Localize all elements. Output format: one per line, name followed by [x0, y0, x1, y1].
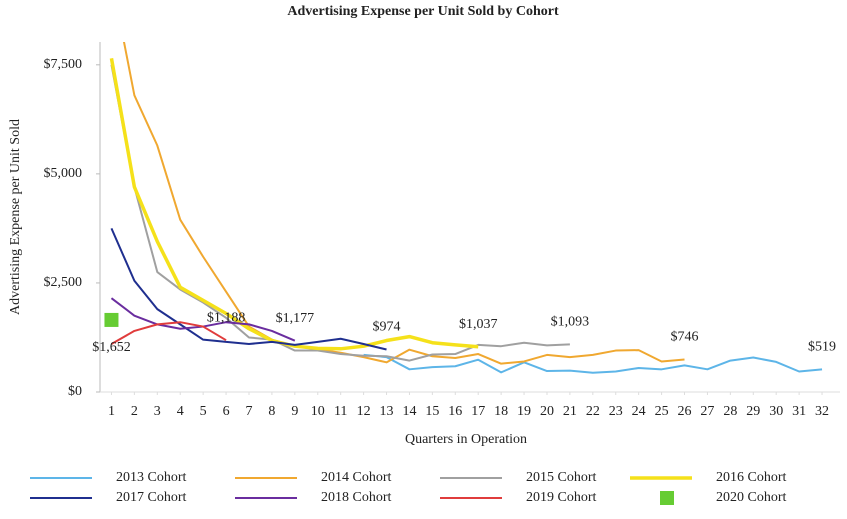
end-label: $1,093 [551, 315, 590, 330]
legend-label: 2014 Cohort [321, 470, 392, 485]
end-label: $1,177 [276, 311, 315, 326]
x-tick-label: 19 [517, 404, 531, 419]
x-tick-label: 11 [334, 404, 347, 419]
x-tick-label: 23 [609, 404, 623, 419]
x-tick-label: 22 [586, 404, 600, 419]
x-tick-label: 10 [311, 404, 325, 419]
x-tick-label: 24 [632, 404, 646, 419]
x-tick-label: 2 [131, 404, 138, 419]
x-tick-label: 3 [154, 404, 161, 419]
y-tick-label: $2,500 [44, 275, 83, 290]
x-tick-label: 26 [678, 404, 692, 419]
x-tick-label: 28 [723, 404, 737, 419]
series-line [110, 64, 570, 362]
marker [104, 312, 119, 327]
x-tick-label: 29 [746, 404, 760, 419]
x-tick-label: 21 [563, 404, 577, 419]
series-line [110, 228, 387, 351]
x-tick-label: 17 [471, 404, 485, 419]
x-tick-label: 5 [200, 404, 207, 419]
x-tick-label: 27 [700, 404, 714, 419]
legend-label: 2013 Cohort [116, 470, 187, 485]
x-tick-label: 31 [792, 404, 806, 419]
legend-label: 2018 Cohort [321, 490, 392, 505]
series-line [122, 42, 685, 365]
series-line [110, 297, 296, 342]
x-tick-label: 15 [425, 404, 439, 419]
series-line [110, 321, 227, 345]
end-label: $746 [671, 330, 699, 345]
y-tick-label: $7,500 [44, 57, 83, 72]
x-tick-label: 12 [357, 404, 371, 419]
x-tick-label: 30 [769, 404, 783, 419]
legend-label: 2015 Cohort [526, 470, 597, 485]
chart-title: Advertising Expense per Unit Sold by Coh… [287, 4, 559, 19]
series-line [109, 57, 479, 351]
y-tick-label: $5,000 [44, 166, 83, 181]
legend-label: 2019 Cohort [526, 490, 597, 505]
x-tick-label: 9 [291, 404, 298, 419]
end-label: $519 [808, 340, 836, 355]
x-tick-label: 6 [223, 404, 230, 419]
plot-area [104, 42, 823, 374]
x-tick-label: 20 [540, 404, 554, 419]
x-tick-label: 4 [177, 404, 184, 419]
x-tick-label: 7 [245, 404, 252, 419]
end-label: $1,652 [92, 340, 131, 355]
x-tick-label: 8 [268, 404, 275, 419]
x-tick-label: 14 [402, 404, 416, 419]
x-tick-label: 25 [655, 404, 669, 419]
legend-label: 2017 Cohort [116, 490, 187, 505]
end-label: $1,037 [459, 317, 498, 332]
x-axis-label: Quarters in Operation [405, 432, 527, 447]
legend-swatch [660, 491, 674, 505]
legend-label: 2020 Cohort [716, 490, 787, 505]
legend-label: 2016 Cohort [716, 470, 787, 485]
x-tick-label: 16 [448, 404, 462, 419]
x-tick-label: 18 [494, 404, 508, 419]
x-tick-label: 13 [380, 404, 394, 419]
series-line [363, 353, 823, 374]
x-tick-label: 1 [108, 404, 115, 419]
end-label: $1,188 [207, 310, 246, 325]
y-tick-label: $0 [68, 384, 82, 399]
y-axis-label: Advertising Expense per Unit Sold [8, 119, 23, 315]
end-label: $974 [373, 320, 401, 335]
x-tick-label: 32 [815, 404, 829, 419]
